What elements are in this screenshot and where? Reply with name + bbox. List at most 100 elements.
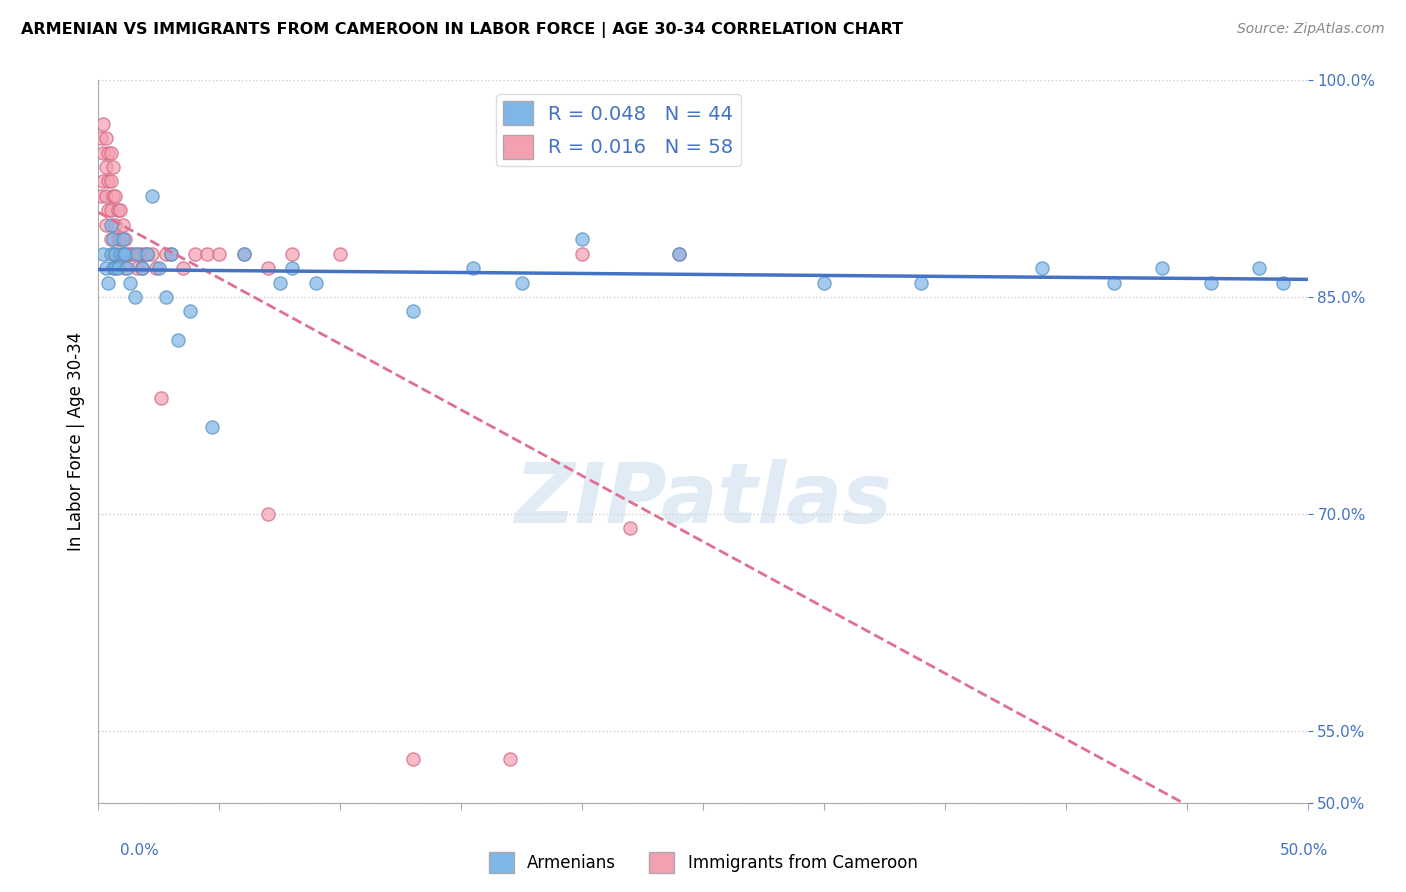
Point	[1102, 276, 1125, 290]
Point	[104, 246, 127, 260]
Point	[97, 145, 120, 160]
Point	[97, 174, 120, 188]
Point	[101, 189, 124, 203]
Point	[1152, 261, 1174, 276]
Point	[94, 261, 117, 276]
Point	[104, 261, 127, 276]
Point	[134, 246, 156, 260]
Point	[100, 232, 122, 246]
Point	[91, 174, 114, 188]
Point	[121, 246, 143, 260]
Point	[114, 261, 136, 276]
Point	[1272, 276, 1295, 290]
Point	[619, 521, 641, 535]
Point	[256, 507, 278, 521]
Y-axis label: In Labor Force | Age 30-34: In Labor Force | Age 30-34	[66, 332, 84, 551]
Point	[150, 391, 173, 405]
Point	[463, 261, 485, 276]
Point	[128, 246, 150, 260]
Point	[91, 246, 114, 260]
Point	[141, 246, 163, 260]
Point	[167, 334, 190, 348]
Point	[668, 246, 690, 260]
Text: ARMENIAN VS IMMIGRANTS FROM CAMEROON IN LABOR FORCE | AGE 30-34 CORRELATION CHAR: ARMENIAN VS IMMIGRANTS FROM CAMEROON IN …	[21, 22, 903, 38]
Point	[101, 160, 124, 174]
Point	[498, 752, 520, 766]
Point	[281, 246, 304, 260]
Point	[510, 276, 533, 290]
Point	[910, 276, 932, 290]
Point	[127, 246, 149, 260]
Point	[179, 304, 201, 318]
Point	[94, 160, 117, 174]
Point	[145, 261, 167, 276]
Point	[114, 232, 136, 246]
Point	[100, 145, 122, 160]
Point	[97, 276, 120, 290]
Point	[111, 246, 134, 260]
Point	[104, 246, 127, 260]
Point	[114, 246, 136, 260]
Point	[107, 232, 129, 246]
Point	[135, 246, 157, 260]
Point	[131, 261, 153, 276]
Point	[108, 203, 131, 218]
Point	[208, 246, 231, 260]
Text: ZIPatlas: ZIPatlas	[515, 458, 891, 540]
Point	[155, 246, 177, 260]
Point	[107, 261, 129, 276]
Point	[281, 261, 304, 276]
Point	[141, 189, 163, 203]
Point	[108, 232, 131, 246]
Point	[104, 218, 127, 232]
Point	[94, 131, 117, 145]
Point	[111, 218, 134, 232]
Point	[124, 246, 146, 260]
Point	[101, 261, 124, 276]
Point	[111, 246, 134, 260]
Point	[269, 276, 291, 290]
Point	[172, 261, 194, 276]
Legend: Armenians, Immigrants from Cameroon: Armenians, Immigrants from Cameroon	[482, 846, 924, 880]
Point	[107, 203, 129, 218]
Point	[668, 246, 690, 260]
Point	[160, 246, 183, 260]
Point	[160, 246, 183, 260]
Point	[131, 261, 153, 276]
Point	[232, 246, 254, 260]
Point	[117, 246, 139, 260]
Point	[94, 189, 117, 203]
Point	[91, 117, 114, 131]
Point	[329, 246, 352, 260]
Point	[100, 174, 122, 188]
Point	[117, 261, 139, 276]
Point	[90, 189, 112, 203]
Text: 0.0%: 0.0%	[120, 843, 159, 858]
Point	[571, 232, 593, 246]
Point	[101, 232, 124, 246]
Point	[195, 246, 218, 260]
Point	[104, 189, 127, 203]
Point	[305, 276, 328, 290]
Point	[813, 276, 835, 290]
Point	[571, 246, 593, 260]
Point	[100, 246, 122, 260]
Point	[232, 246, 254, 260]
Point	[127, 261, 149, 276]
Text: Source: ZipAtlas.com: Source: ZipAtlas.com	[1237, 22, 1385, 37]
Point	[111, 232, 134, 246]
Point	[101, 246, 124, 260]
Point	[124, 290, 146, 304]
Point	[100, 203, 122, 218]
Point	[118, 246, 141, 260]
Point	[135, 246, 157, 260]
Point	[1249, 261, 1271, 276]
Point	[91, 145, 114, 160]
Point	[184, 246, 207, 260]
Point	[1199, 276, 1222, 290]
Point	[1031, 261, 1053, 276]
Legend: R = 0.048   N = 44, R = 0.016   N = 58: R = 0.048 N = 44, R = 0.016 N = 58	[496, 94, 741, 166]
Point	[100, 218, 122, 232]
Point	[108, 246, 131, 260]
Point	[155, 290, 177, 304]
